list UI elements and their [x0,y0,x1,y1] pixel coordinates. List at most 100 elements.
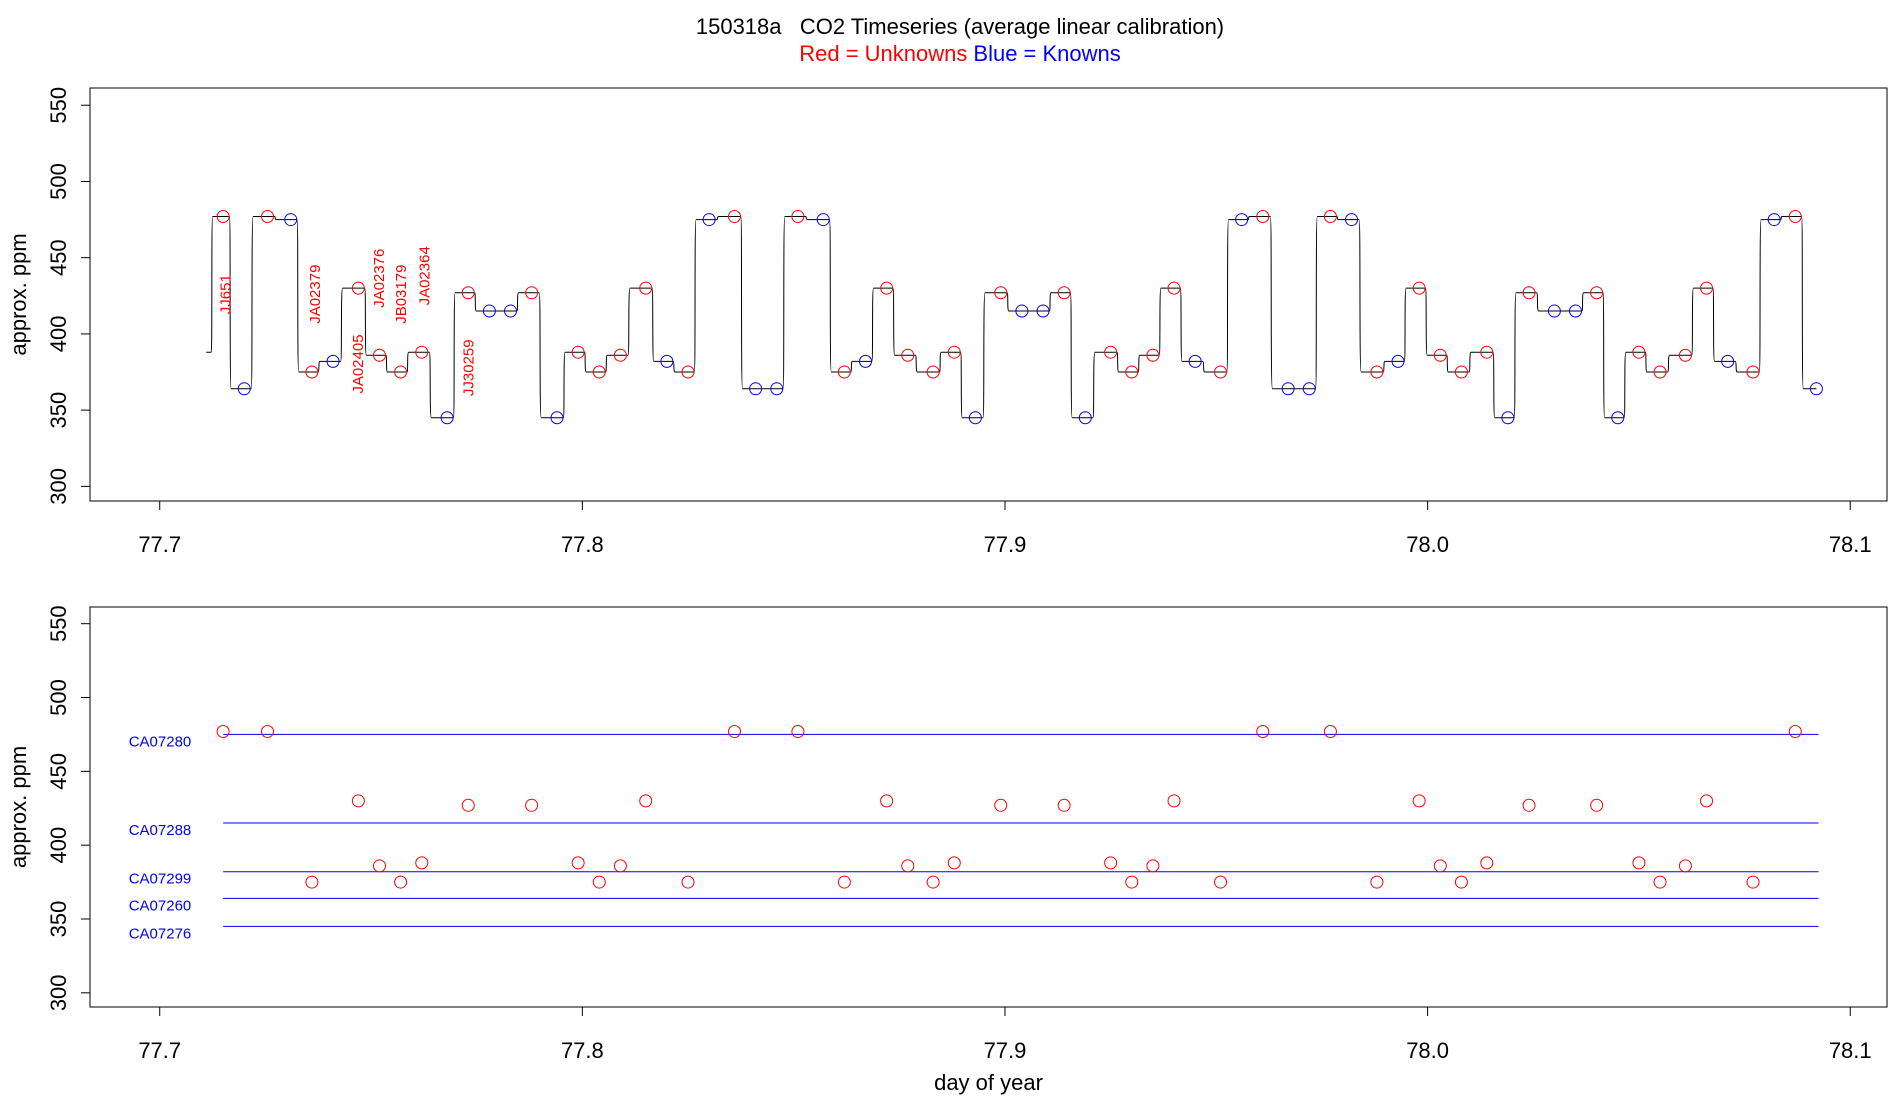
data-point [1256,724,1270,738]
data-point [1391,354,1405,368]
plot-frame [89,87,1888,502]
data-point [681,875,695,889]
data-point [1590,798,1604,812]
data-point [749,382,763,396]
data-point [728,210,742,224]
data-point [1345,213,1359,227]
data-point [1433,348,1447,362]
y-tick-label: 450 [46,753,71,790]
y-tick-label: 300 [46,974,71,1011]
x-tick-label: 77.7 [138,1038,181,1063]
data-point [394,875,408,889]
x-tick-label: 78.0 [1406,532,1449,557]
data-point [926,365,940,379]
data-point [816,213,830,227]
data-point [791,724,805,738]
data-point [1104,345,1118,359]
data-point [1281,382,1295,396]
data-point [702,213,716,227]
data-point [947,345,961,359]
data-point [1036,304,1050,318]
x-tick-label: 78.1 [1829,532,1872,557]
data-point [372,859,386,873]
x-tick-label: 78.1 [1829,1038,1872,1063]
data-point [461,286,475,300]
data-point [415,856,429,870]
data-point [1480,345,1494,359]
y-tick-label: 300 [46,468,71,505]
annotation: JA02376 [371,249,388,308]
data-point [1104,856,1118,870]
data-point [1547,304,1561,318]
legend: Red = Unknowns Blue = Knowns [799,41,1121,66]
data-point [968,411,982,425]
data-point [1721,354,1735,368]
data-point [791,210,805,224]
data-point [880,794,894,808]
data-point [1653,365,1667,379]
data-point [1788,724,1802,738]
data-point [859,354,873,368]
x-tick-label: 77.9 [984,532,1027,557]
x-tick-label: 78.0 [1406,1038,1449,1063]
data-point [1167,794,1181,808]
data-point [1057,286,1071,300]
y-axis-label: approx. ppm [6,746,31,868]
annotation: JJ651 [218,274,235,314]
data-point [1188,354,1202,368]
data-point [639,794,653,808]
data-point [351,794,365,808]
annotation: JA02364 [416,246,433,305]
data-point [550,411,564,425]
data-point [1590,286,1604,300]
y-tick-label: 550 [46,605,71,642]
legend-entry: Blue = Knowns [973,41,1120,66]
reference-label: CA07280 [129,733,192,750]
data-point [1370,875,1384,889]
y-tick-label: 350 [46,901,71,938]
data-point [926,875,940,889]
data-point [770,382,784,396]
data-point [482,304,496,318]
data-point [261,724,275,738]
data-point [1412,794,1426,808]
reference-label: CA07260 [129,897,192,914]
data-point [1700,794,1714,808]
data-point [728,724,742,738]
data-point [1480,856,1494,870]
x-axis-label: day of year [934,1070,1043,1095]
data-point [1235,213,1249,227]
data-point [639,281,653,295]
data-point [372,348,386,362]
y-axis-label: approx. ppm [6,233,31,355]
data-point [1214,875,1228,889]
annotation: JA02379 [307,265,324,324]
plot-frame [89,606,1888,1008]
data-point [1146,348,1160,362]
data-point [1256,210,1270,224]
annotation: JB03179 [393,265,410,324]
data-point [901,348,915,362]
data-point [1214,365,1228,379]
data-point [1522,286,1536,300]
data-point [613,859,627,873]
data-point [216,724,230,738]
annotation: JA02405 [350,334,367,393]
data-point [1678,859,1692,873]
data-point [1746,875,1760,889]
data-point [1433,859,1447,873]
x-tick-label: 77.7 [138,532,181,557]
data-point [326,354,340,368]
data-point [1057,798,1071,812]
x-tick-label: 77.8 [561,532,604,557]
data-point [571,345,585,359]
data-point [1167,281,1181,295]
data-point [994,798,1008,812]
data-point [1125,365,1139,379]
data-point [837,875,851,889]
x-tick-label: 77.9 [984,1038,1027,1063]
data-point [504,304,518,318]
data-point [461,798,475,812]
data-point [1454,365,1468,379]
data-point [837,365,851,379]
